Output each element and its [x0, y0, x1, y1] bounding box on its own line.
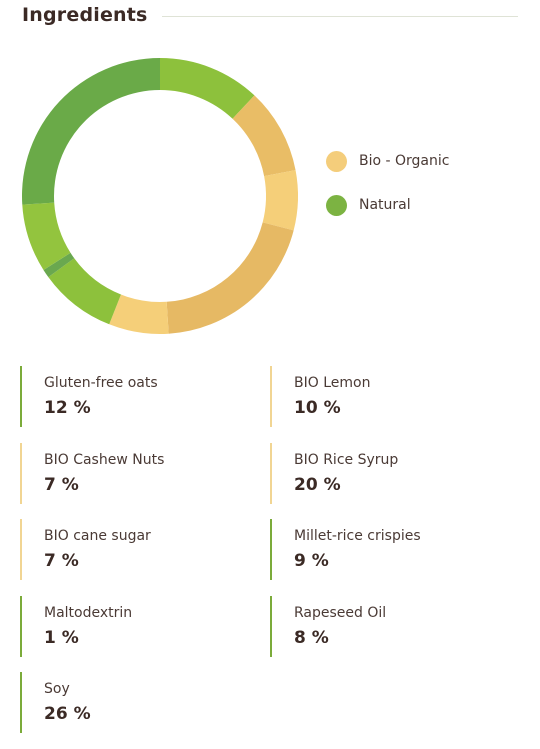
donut-slice-millet-rice-crispies [48, 258, 121, 325]
donut-slice-rapeseed-oil [22, 202, 71, 270]
ingredient-group-marker [20, 595, 22, 657]
ingredient-item-rapeseed-oil: Rapeseed Oil 8 % [270, 595, 520, 673]
ingredient-group-marker [270, 595, 272, 657]
legend-label: Natural [359, 197, 411, 213]
ingredient-percent: 1 % [44, 627, 79, 648]
donut-slice-maltodextrin [43, 252, 75, 278]
ingredient-item-millet-rice-crispies: Millet-rice crispies 9 % [270, 519, 520, 596]
ingredient-row: BIO cane sugar 7 % Millet-rice crispies 9 % [20, 519, 520, 596]
ingredient-row: Maltodextrin 1 % Rapeseed Oil 8 % [20, 595, 520, 673]
title-divider [162, 16, 518, 17]
ingredient-item-soy: Soy 26 % [20, 672, 270, 749]
ingredient-name: Maltodextrin [44, 604, 133, 621]
ingredient-item-bio-cashew-nuts: BIO Cashew Nuts 7 % [20, 442, 270, 520]
ingredient-percent: 26 % [44, 704, 91, 724]
ingredient-item-gluten-free-oats: Gluten-free oats 12 % [20, 366, 270, 443]
donut-slice-bio-cashew-nuts [262, 170, 299, 231]
donut-slice-bio-cane-sugar [109, 294, 169, 334]
ingredient-percent: 12 % [44, 398, 91, 418]
ingredient-percent: 8 % [294, 627, 329, 648]
ingredient-group-marker [20, 519, 22, 580]
ingredient-percent: 7 % [44, 474, 79, 495]
ingredient-name: Soy [44, 681, 70, 697]
ingredient-percent: 7 % [44, 551, 79, 571]
ingredient-item-maltodextrin: Maltodextrin 1 % [20, 595, 270, 673]
ingredient-name: BIO Cashew Nuts [44, 451, 165, 468]
section-title: Ingredients [22, 4, 148, 26]
ingredient-percent: 10 % [294, 398, 341, 418]
ingredient-name: Millet-rice crispies [294, 528, 421, 544]
legend-swatch [326, 150, 347, 172]
ingredient-group-marker [20, 366, 22, 427]
ingredient-item-bio-rice-syrup: BIO Rice Syrup 20 % [270, 442, 520, 520]
ingredient-item-bio-cane-sugar: BIO cane sugar 7 % [20, 519, 270, 596]
ingredient-group-marker [270, 519, 272, 580]
legend-item-bio-organic: Bio - Organic [326, 150, 449, 172]
ingredient-row: BIO Cashew Nuts 7 % BIO Rice Syrup 20 % [20, 442, 520, 520]
ingredient-name: Gluten-free oats [44, 375, 158, 391]
ingredient-percent: 9 % [294, 551, 329, 571]
ingredient-group-marker [20, 442, 22, 504]
ingredient-group-marker [270, 442, 272, 504]
ingredient-name: BIO Rice Syrup [294, 451, 399, 468]
ingredient-group-marker [20, 672, 22, 733]
legend-item-natural: Natural [326, 194, 449, 216]
ingredient-row: Gluten-free oats 12 % BIO Lemon 10 % [20, 366, 520, 443]
ingredient-list: Gluten-free oats 12 % BIO Lemon 10 % BIO Cas… [20, 366, 520, 749]
ingredient-name: Rapeseed Oil [294, 604, 387, 621]
ingredient-name: BIO Lemon [294, 375, 371, 391]
ingredient-item-bio-lemon: BIO Lemon 10 % [270, 366, 520, 443]
ingredient-name: BIO cane sugar [44, 528, 151, 544]
ingredient-percent: 20 % [294, 474, 341, 495]
legend-label: Bio - Organic [359, 153, 450, 169]
ingredient-group-marker [270, 366, 272, 427]
donut-slice-soy [21, 58, 160, 205]
ingredients-header: Ingredients [22, 0, 518, 34]
chart-legend: Bio - Organic Natural [326, 150, 449, 238]
donut-slice-bio-lemon [232, 95, 296, 177]
donut-slice-bio-rice-syrup [166, 222, 294, 334]
donut-slice-gluten-free-oats [160, 58, 255, 119]
legend-swatch [326, 194, 347, 216]
ingredient-row: Soy 26 % [20, 672, 520, 749]
ingredients-donut-chart [21, 58, 299, 334]
